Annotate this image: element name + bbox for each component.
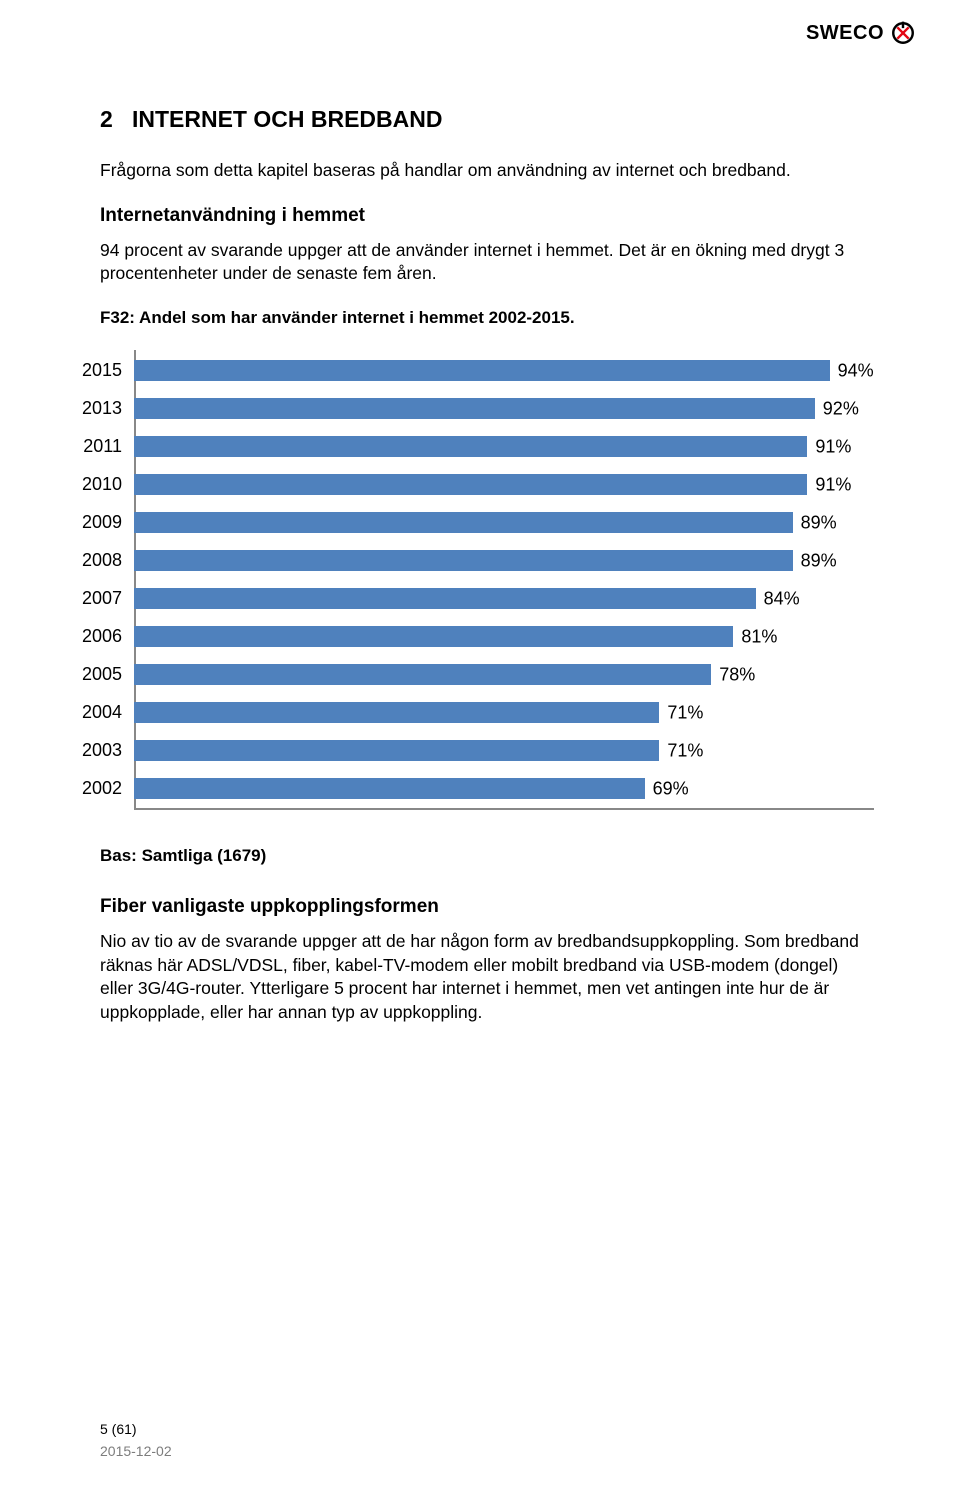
chart-value-label: 91% <box>815 436 851 457</box>
brand-logo-text: SWECO <box>806 22 884 45</box>
chart-year-label: 2010 <box>74 474 134 495</box>
chart-bar-track: 92% <box>134 398 874 419</box>
chart-bar <box>134 664 711 685</box>
chart-bar-track: 84% <box>134 588 874 609</box>
chart-bar <box>134 778 645 799</box>
chart-row: 200371% <box>136 732 874 770</box>
chart-year-label: 2015 <box>74 360 134 381</box>
chart-bar-track: 91% <box>134 436 874 457</box>
chart-bar-track: 94% <box>134 360 874 381</box>
chart-value-label: 71% <box>667 702 703 723</box>
chart-year-label: 2009 <box>74 512 134 533</box>
section-heading-text: INTERNET OCH BREDBAND <box>132 106 443 132</box>
chart-bar <box>134 702 659 723</box>
chart-bar <box>134 550 793 571</box>
chart-row: 200578% <box>136 656 874 694</box>
chart-bar <box>134 740 659 761</box>
chart-year-label: 2006 <box>74 626 134 647</box>
chart-row: 200681% <box>136 618 874 656</box>
paragraph-fiber: Nio av tio av de svarande uppger att de … <box>100 930 860 1025</box>
chart-bar-track: 89% <box>134 550 874 571</box>
figure-caption: F32: Andel som har använder internet i h… <box>100 308 884 328</box>
chart-row: 200784% <box>136 580 874 618</box>
chart-bar <box>134 512 793 533</box>
chart-row: 200989% <box>136 504 874 542</box>
chart-value-label: 81% <box>741 626 777 647</box>
chart-bar-track: 78% <box>134 664 874 685</box>
subheading-internet: Internetanvändning i hemmet <box>100 205 884 227</box>
chart-year-label: 2003 <box>74 740 134 761</box>
brand-logo-icon <box>890 20 916 46</box>
section-number: 2 <box>100 106 113 132</box>
section-intro: Frågorna som detta kapitel baseras på ha… <box>100 159 860 183</box>
chart-bar-track: 81% <box>134 626 874 647</box>
chart-bar <box>134 360 830 381</box>
chart-row: 200269% <box>136 770 874 808</box>
chart-year-label: 2004 <box>74 702 134 723</box>
chart-year-label: 2011 <box>74 436 134 457</box>
chart-row: 200889% <box>136 542 874 580</box>
chart-row: 200471% <box>136 694 874 732</box>
chart-year-label: 2013 <box>74 398 134 419</box>
chart-value-label: 94% <box>838 360 874 381</box>
base-note: Bas: Samtliga (1679) <box>100 846 884 866</box>
chart-year-label: 2008 <box>74 550 134 571</box>
page: SWECO 2 INTERNET OCH BREDBAND Frågorna s… <box>0 0 960 1509</box>
chart-bar <box>134 626 733 647</box>
section-title: 2 INTERNET OCH BREDBAND <box>100 106 884 133</box>
chart-value-label: 92% <box>823 398 859 419</box>
chart-value-label: 84% <box>764 588 800 609</box>
subheading-fiber: Fiber vanligaste uppkopplingsformen <box>100 896 884 918</box>
chart-bar <box>134 436 807 457</box>
page-footer: 5 (61) 2015-12-02 <box>100 1421 172 1459</box>
chart-value-label: 89% <box>801 512 837 533</box>
chart-value-label: 89% <box>801 550 837 571</box>
chart-year-label: 2007 <box>74 588 134 609</box>
chart-bar-track: 71% <box>134 702 874 723</box>
bar-chart: 201594%201392%201191%201091%200989%20088… <box>134 350 874 810</box>
page-number: 5 (61) <box>100 1421 172 1437</box>
chart-bar <box>134 588 756 609</box>
chart-row: 201594% <box>136 352 874 390</box>
chart-value-label: 91% <box>815 474 851 495</box>
chart-row: 201091% <box>136 466 874 504</box>
chart-bar <box>134 398 815 419</box>
chart-bar-track: 91% <box>134 474 874 495</box>
chart-row: 201392% <box>136 390 874 428</box>
footer-date: 2015-12-02 <box>100 1443 172 1459</box>
chart-bar <box>134 474 807 495</box>
chart-value-label: 71% <box>667 740 703 761</box>
brand-logo: SWECO <box>806 20 916 46</box>
chart-bar-track: 71% <box>134 740 874 761</box>
chart-value-label: 78% <box>719 664 755 685</box>
chart-value-label: 69% <box>653 778 689 799</box>
paragraph-internet: 94 procent av svarande uppger att de anv… <box>100 239 860 286</box>
chart-bar-track: 69% <box>134 778 874 799</box>
chart-bar-track: 89% <box>134 512 874 533</box>
chart-year-label: 2002 <box>74 778 134 799</box>
chart-row: 201191% <box>136 428 874 466</box>
chart-year-label: 2005 <box>74 664 134 685</box>
